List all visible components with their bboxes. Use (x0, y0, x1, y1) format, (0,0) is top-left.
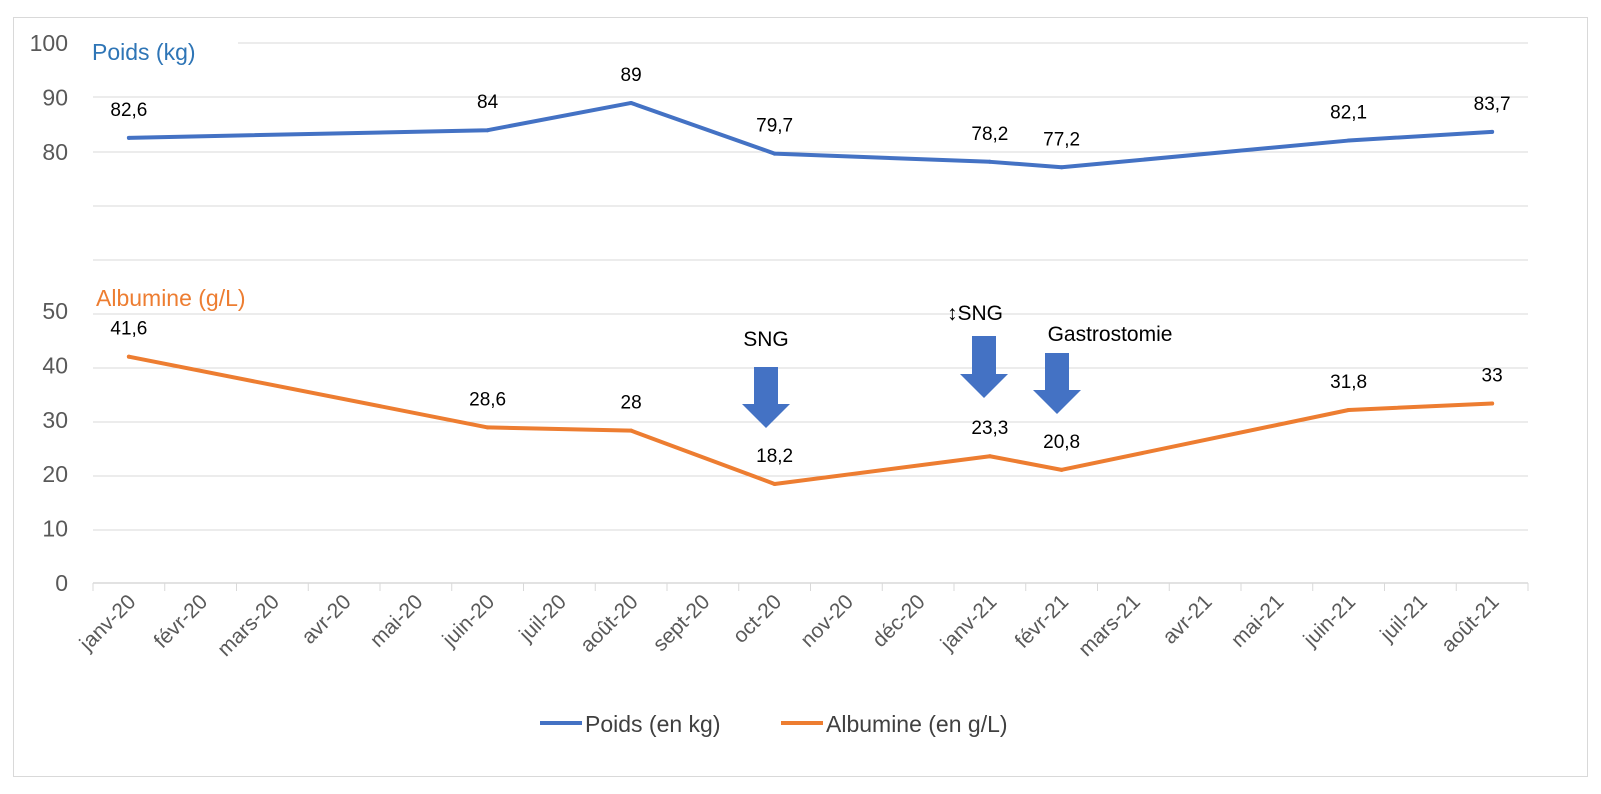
data-label: 33 (1482, 365, 1503, 386)
data-label: 84 (477, 92, 499, 113)
data-label: 28 (621, 393, 642, 414)
series-axis-title: Albumine (g/L) (96, 285, 246, 311)
data-label: 41,6 (110, 319, 147, 340)
x-tick-label: mai-21 (1227, 590, 1289, 652)
data-point (629, 428, 634, 433)
data-point (485, 425, 490, 430)
y-tick-label: 50 (42, 298, 68, 324)
y-tick-label: 10 (42, 516, 68, 542)
data-label: 79,7 (756, 116, 793, 137)
x-tick-label: févr-20 (150, 590, 212, 652)
x-tick-label: juin-20 (438, 590, 500, 652)
y-tick-label: 40 (42, 352, 68, 378)
x-tick-label: mars-20 (213, 590, 284, 661)
x-tick-label: avr-21 (1158, 590, 1216, 648)
data-point (1346, 138, 1351, 143)
data-point (1490, 129, 1495, 134)
x-tick-label: mars-21 (1074, 590, 1145, 661)
data-point (772, 481, 777, 486)
data-label: 31,8 (1330, 372, 1367, 393)
x-tick-label: juil-21 (1375, 590, 1432, 647)
y-tick-label: 20 (42, 461, 68, 487)
x-tick-label: nov-20 (796, 590, 858, 652)
data-label: 20,8 (1043, 432, 1080, 453)
data-label: 77,2 (1043, 129, 1080, 150)
data-label: 18,2 (756, 446, 793, 467)
down-arrow-icon (742, 367, 790, 428)
x-tick-label: mai-20 (366, 590, 428, 652)
annotation-label: SNG (743, 328, 789, 351)
x-tick-label: juin-21 (1299, 590, 1361, 652)
data-point (126, 135, 131, 140)
data-point (126, 354, 131, 359)
data-point (485, 128, 490, 133)
data-label: 82,1 (1330, 103, 1367, 124)
data-point (772, 151, 777, 156)
data-point (629, 100, 634, 105)
data-label: 28,6 (469, 389, 506, 410)
data-point (1346, 408, 1351, 413)
x-tick-label: déc-20 (868, 590, 930, 652)
x-tick-label: sept-20 (649, 590, 715, 656)
x-tick-label: août-21 (1437, 590, 1504, 657)
data-label: 83,7 (1474, 94, 1511, 115)
y-tick-label: 30 (42, 407, 68, 433)
x-tick-label: août-20 (576, 590, 643, 657)
y-tick-label: 100 (30, 30, 68, 56)
data-point (1059, 165, 1064, 170)
series-line-poids (126, 100, 1495, 170)
legend-label: Albumine (en g/L) (826, 711, 1008, 737)
data-point (987, 159, 992, 164)
x-tick-label: janv-20 (75, 590, 141, 656)
x-tick-label: janv-21 (936, 590, 1002, 656)
data-label: 89 (621, 65, 642, 86)
data-label: 82,6 (110, 100, 147, 121)
x-tick-label: avr-20 (297, 590, 355, 648)
data-label: 78,2 (971, 124, 1008, 145)
y-tick-label: 90 (42, 85, 68, 111)
series-line-albumine (126, 354, 1495, 486)
series-axis-title: Poids (kg) (92, 39, 196, 65)
data-point (987, 454, 992, 459)
legend-label: Poids (en kg) (585, 711, 721, 737)
y-tick-label: 0 (55, 570, 68, 596)
data-label: 23,3 (971, 418, 1008, 439)
down-arrow-icon (1033, 353, 1081, 414)
x-tick-label: juil-20 (514, 590, 571, 647)
data-point (1490, 401, 1495, 406)
data-point (1059, 467, 1064, 472)
x-tick-label: oct-20 (729, 590, 787, 648)
y-tick-label: 80 (42, 139, 68, 165)
down-arrow-icon (960, 336, 1008, 398)
annotation-label: Gastrostomie (1048, 323, 1173, 346)
x-tick-label: févr-21 (1011, 590, 1073, 652)
annotation-label: ↕SNG (947, 302, 1003, 325)
